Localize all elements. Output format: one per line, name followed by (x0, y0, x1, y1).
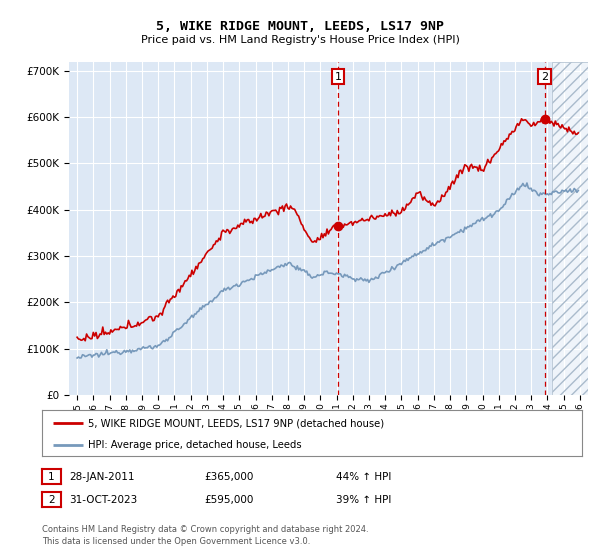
Text: £595,000: £595,000 (204, 495, 253, 505)
Text: This data is licensed under the Open Government Licence v3.0.: This data is licensed under the Open Gov… (42, 537, 310, 546)
Text: Contains HM Land Registry data © Crown copyright and database right 2024.: Contains HM Land Registry data © Crown c… (42, 525, 368, 534)
Bar (551, 62, 600, 395)
Bar (551, 62, 600, 395)
Text: 5, WIKE RIDGE MOUNT, LEEDS, LS17 9NP: 5, WIKE RIDGE MOUNT, LEEDS, LS17 9NP (156, 20, 444, 32)
Text: 5, WIKE RIDGE MOUNT, LEEDS, LS17 9NP (detached house): 5, WIKE RIDGE MOUNT, LEEDS, LS17 9NP (de… (88, 418, 384, 428)
Text: 2: 2 (48, 494, 55, 505)
Text: HPI: Average price, detached house, Leeds: HPI: Average price, detached house, Leed… (88, 440, 302, 450)
Text: Price paid vs. HM Land Registry's House Price Index (HPI): Price paid vs. HM Land Registry's House … (140, 35, 460, 45)
Text: 2: 2 (541, 72, 548, 82)
Text: 1: 1 (48, 472, 55, 482)
Text: 39% ↑ HPI: 39% ↑ HPI (336, 495, 391, 505)
Text: £365,000: £365,000 (204, 472, 253, 482)
Text: 31-OCT-2023: 31-OCT-2023 (69, 495, 137, 505)
Text: 1: 1 (334, 72, 341, 82)
Text: 28-JAN-2011: 28-JAN-2011 (69, 472, 134, 482)
Text: 44% ↑ HPI: 44% ↑ HPI (336, 472, 391, 482)
